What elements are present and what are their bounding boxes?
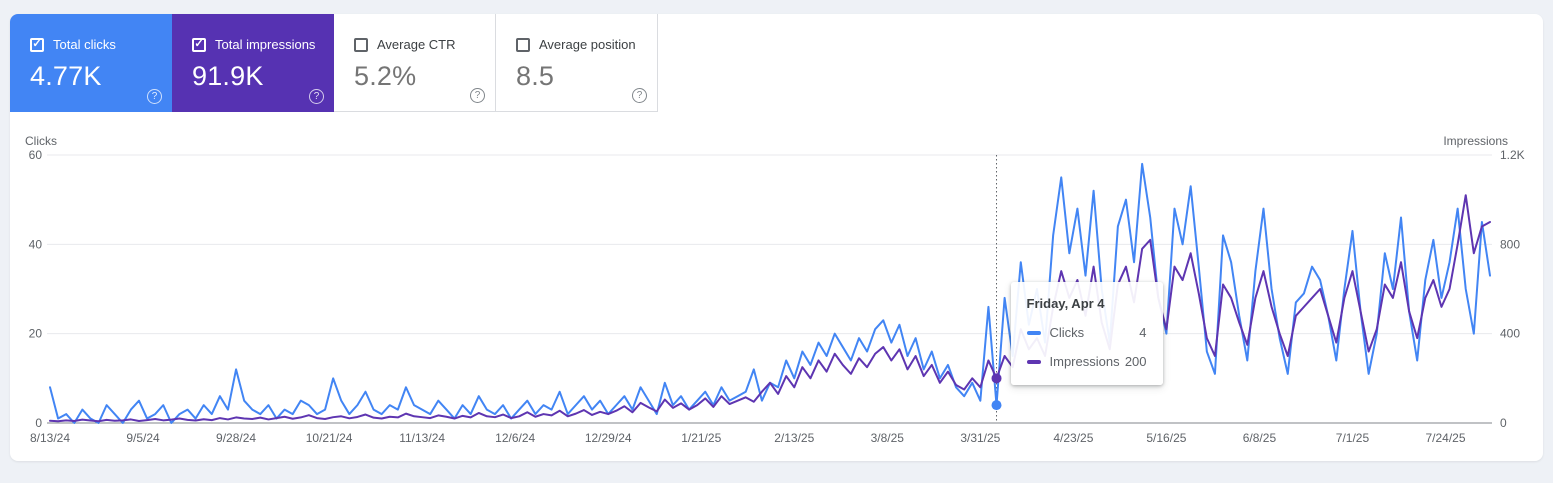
tooltip-impressions-row: Impressions 200 bbox=[1026, 354, 1147, 369]
average-ctr-card[interactable]: Average CTR 5.2% ? bbox=[334, 14, 496, 112]
x-axis-date-label: 5/16/25 bbox=[1146, 431, 1186, 445]
help-icon[interactable]: ? bbox=[632, 88, 647, 103]
x-axis-date-label: 12/29/24 bbox=[585, 431, 632, 445]
tooltip-date: Friday, Apr 4 bbox=[1026, 296, 1105, 311]
average-position-value: 8.5 bbox=[516, 61, 555, 91]
average-ctr-value: 5.2% bbox=[354, 61, 417, 91]
total-impressions-value: 91.9K bbox=[192, 61, 264, 91]
x-axis-date-label: 9/5/24 bbox=[126, 431, 160, 445]
x-axis-date-label: 4/23/25 bbox=[1053, 431, 1093, 445]
total-clicks-label: Total clicks bbox=[53, 37, 116, 52]
metric-cards-row: ✓ Total clicks 4.77K ? ✓ Total impressio… bbox=[10, 14, 658, 112]
right-axis-tick: 400 bbox=[1500, 327, 1520, 341]
total-impressions-label: Total impressions bbox=[215, 37, 316, 52]
performance-panel: ✓ Total clicks 4.77K ? ✓ Total impressio… bbox=[10, 14, 1543, 461]
x-axis-date-label: 7/1/25 bbox=[1336, 431, 1370, 445]
right-axis-title: Impressions bbox=[1443, 134, 1508, 148]
check-icon: ✓ bbox=[32, 38, 42, 50]
tooltip-impressions-value: 200 bbox=[1124, 354, 1147, 369]
x-axis-date-label: 6/8/25 bbox=[1243, 431, 1277, 445]
total-impressions-card[interactable]: ✓ Total impressions 91.9K ? bbox=[172, 14, 334, 112]
right-axis-tick: 800 bbox=[1500, 237, 1520, 251]
average-ctr-checkbox[interactable] bbox=[354, 37, 368, 52]
tooltip-clicks-value: 4 bbox=[1139, 325, 1147, 340]
hover-tooltip: Friday, Apr 4 Clicks 4 Impressions 200 bbox=[1010, 282, 1163, 385]
total-impressions-checkbox[interactable]: ✓ bbox=[192, 37, 206, 52]
x-axis-date-label: 10/21/24 bbox=[306, 431, 353, 445]
clicks-series-dash-icon bbox=[1026, 330, 1041, 335]
average-position-label: Average position bbox=[539, 37, 636, 52]
average-position-card[interactable]: Average position 8.5 ? bbox=[496, 14, 658, 112]
left-axis-tick: 0 bbox=[35, 416, 42, 430]
x-axis-date-label: 2/13/25 bbox=[774, 431, 814, 445]
impressions-line bbox=[49, 194, 1491, 423]
help-icon[interactable]: ? bbox=[309, 89, 324, 104]
left-axis-title: Clicks bbox=[25, 134, 57, 148]
left-axis-tick: 20 bbox=[29, 327, 43, 341]
total-clicks-card[interactable]: ✓ Total clicks 4.77K ? bbox=[10, 14, 172, 112]
x-axis-date-label: 1/21/25 bbox=[681, 431, 721, 445]
x-axis-date-label: 7/24/25 bbox=[1425, 431, 1465, 445]
total-clicks-checkbox[interactable]: ✓ bbox=[30, 37, 44, 52]
impressions-series-dash-icon bbox=[1026, 359, 1041, 364]
right-axis-tick: 0 bbox=[1500, 416, 1507, 430]
left-axis-tick: 40 bbox=[29, 237, 43, 251]
average-position-checkbox[interactable] bbox=[516, 37, 530, 52]
x-axis-date-label: 9/28/24 bbox=[216, 431, 256, 445]
help-icon[interactable]: ? bbox=[147, 89, 162, 104]
left-axis-tick: 60 bbox=[29, 148, 43, 162]
right-axis-tick: 1.2K bbox=[1500, 148, 1525, 162]
check-icon: ✓ bbox=[194, 38, 204, 50]
help-icon[interactable]: ? bbox=[470, 88, 485, 103]
impressions-point-marker bbox=[991, 373, 1002, 384]
x-axis-date-label: 3/8/25 bbox=[871, 431, 905, 445]
tooltip-clicks-label: Clicks bbox=[1049, 325, 1085, 340]
x-axis-date-label: 3/31/25 bbox=[960, 431, 1000, 445]
clicks-point-marker bbox=[991, 400, 1002, 411]
total-clicks-value: 4.77K bbox=[30, 61, 102, 91]
average-ctr-label: Average CTR bbox=[377, 37, 456, 52]
x-axis-date-label: 12/6/24 bbox=[495, 431, 535, 445]
x-axis-date-label: 8/13/24 bbox=[30, 431, 70, 445]
x-axis-date-label: 11/13/24 bbox=[399, 431, 445, 445]
tooltip-impressions-label: Impressions bbox=[1049, 354, 1120, 369]
tooltip-clicks-row: Clicks 4 bbox=[1026, 325, 1147, 340]
